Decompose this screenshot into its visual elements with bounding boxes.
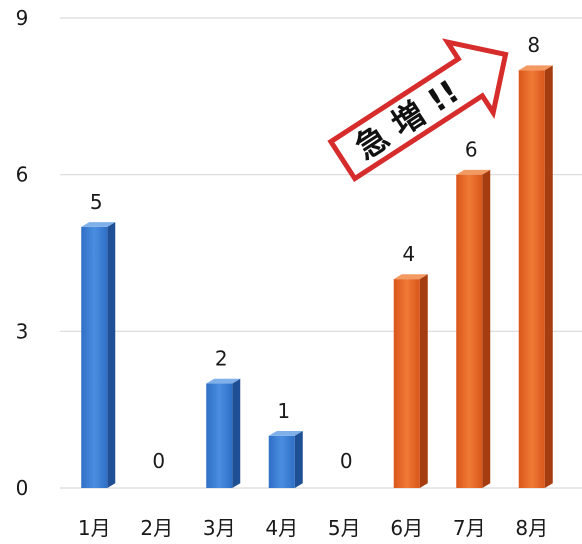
bar-side	[419, 274, 428, 488]
bar-top	[206, 378, 241, 384]
bar-top	[393, 274, 428, 280]
x-tick-label: 4月	[265, 516, 298, 540]
x-tick-label: 5月	[328, 516, 361, 540]
bar-top	[456, 169, 491, 175]
data-label: 8	[527, 33, 540, 57]
bar-front	[81, 226, 108, 488]
data-label: 2	[215, 347, 228, 371]
bars	[81, 65, 553, 489]
bar	[393, 274, 428, 488]
x-tick-label: 8月	[515, 516, 548, 540]
bar-front	[268, 435, 295, 488]
bar-front	[393, 279, 420, 488]
data-label: 1	[277, 399, 290, 423]
data-label: 0	[152, 449, 165, 473]
data-label: 0	[340, 449, 353, 473]
x-tick-label: 2月	[140, 516, 173, 540]
data-label: 6	[465, 138, 478, 162]
bar-front	[456, 174, 483, 488]
y-axis-ticks: 0 3 6 9	[16, 6, 29, 500]
gridlines	[60, 17, 582, 489]
bar-top	[518, 65, 553, 71]
data-label: 4	[402, 242, 415, 266]
x-tick-label: 6月	[390, 516, 423, 540]
bar-front	[206, 383, 233, 488]
x-tick-label: 1月	[78, 516, 111, 540]
bar-side	[544, 65, 553, 488]
bar	[206, 378, 241, 488]
x-tick-label: 7月	[453, 516, 486, 540]
bar	[81, 222, 116, 489]
bar-side	[294, 430, 303, 488]
bar-top	[81, 222, 116, 227]
y-tick-label: 0	[16, 476, 29, 500]
surge-callout-arrow: 急 増 !!	[327, 38, 509, 183]
bar	[456, 169, 491, 488]
bar-side	[107, 222, 116, 489]
x-tick-label: 3月	[203, 516, 236, 540]
y-tick-label: 3	[16, 319, 29, 343]
y-tick-label: 9	[16, 6, 29, 30]
bar	[518, 65, 553, 488]
bar-front	[518, 70, 545, 488]
bar-side	[232, 378, 241, 488]
callout-arrow-outline	[327, 38, 509, 183]
bar	[268, 430, 303, 488]
x-axis-ticks: 1月 2月 3月 4月 5月 6月 7月 8月	[78, 516, 548, 540]
y-tick-label: 6	[16, 163, 29, 187]
bar-top	[268, 430, 303, 436]
data-labels: 5 0 2 1 0 4 6 8	[90, 33, 540, 473]
bar-side	[482, 169, 491, 488]
data-label: 5	[90, 190, 103, 214]
